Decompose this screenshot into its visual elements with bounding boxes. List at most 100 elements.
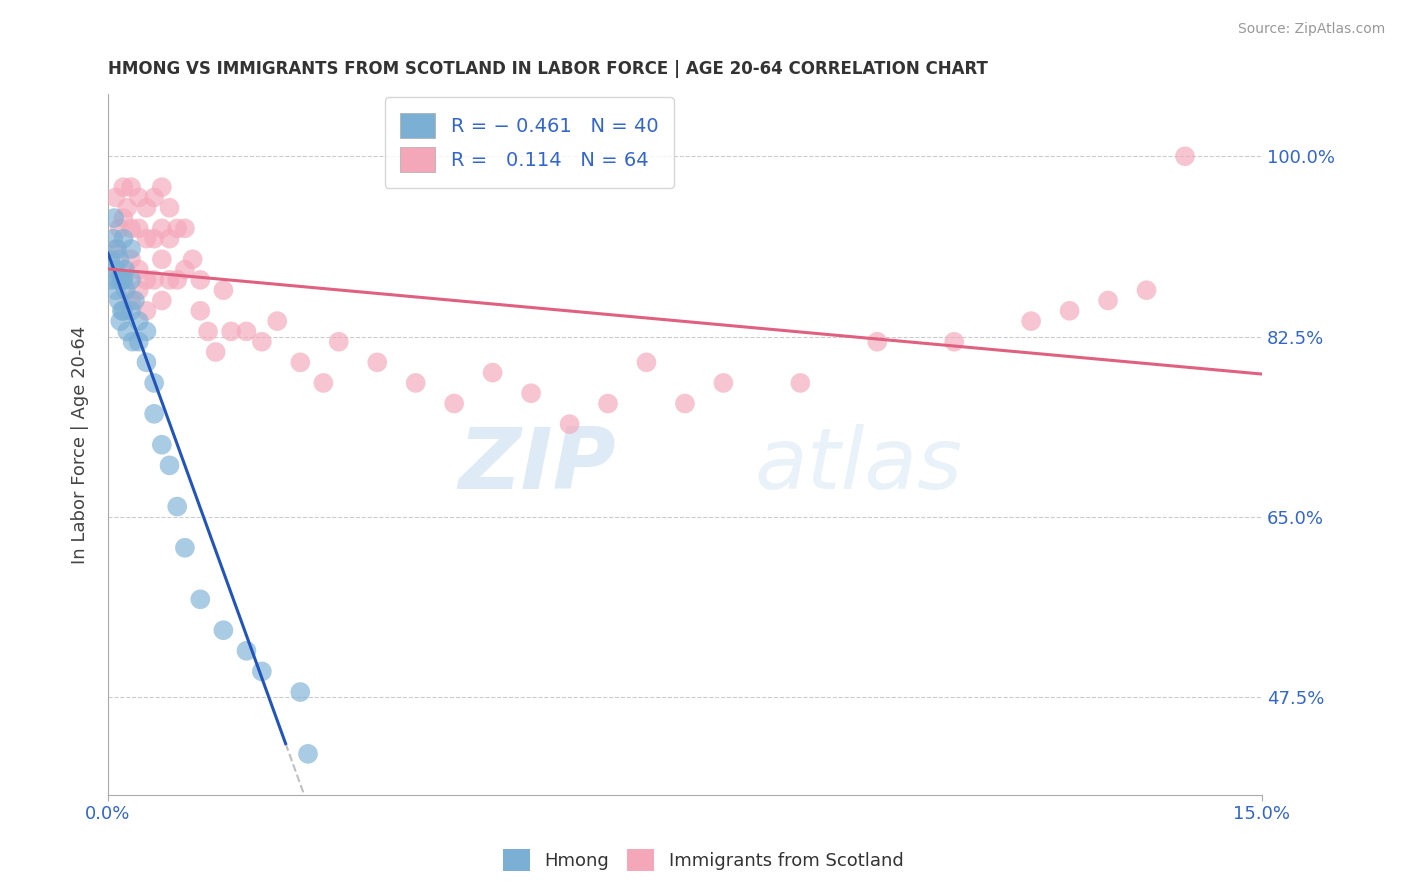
Point xyxy=(135,303,157,318)
Point xyxy=(143,190,166,204)
Point xyxy=(135,325,157,339)
Point xyxy=(128,190,150,204)
Point xyxy=(108,221,131,235)
Point xyxy=(188,273,211,287)
Point xyxy=(120,273,142,287)
Point xyxy=(135,273,157,287)
Point xyxy=(103,211,125,225)
Point xyxy=(481,366,503,380)
Point xyxy=(188,592,211,607)
Point xyxy=(159,273,181,287)
Point xyxy=(112,273,135,287)
Point xyxy=(112,211,135,225)
Point xyxy=(114,283,136,297)
Point xyxy=(143,273,166,287)
Text: HMONG VS IMMIGRANTS FROM SCOTLAND IN LABOR FORCE | AGE 20-64 CORRELATION CHART: HMONG VS IMMIGRANTS FROM SCOTLAND IN LAB… xyxy=(108,60,988,78)
Point xyxy=(219,325,242,339)
Point xyxy=(159,458,181,473)
Point xyxy=(104,283,127,297)
Point xyxy=(250,665,273,679)
Legend: Hmong, Immigrants from Scotland: Hmong, Immigrants from Scotland xyxy=(495,842,911,879)
Point xyxy=(1174,149,1197,163)
Point xyxy=(120,293,142,308)
Point xyxy=(120,221,142,235)
Point xyxy=(104,242,127,256)
Point xyxy=(943,334,966,349)
Text: atlas: atlas xyxy=(754,425,962,508)
Point xyxy=(120,242,142,256)
Point xyxy=(1019,314,1042,328)
Point xyxy=(312,376,335,390)
Point xyxy=(112,273,135,287)
Point xyxy=(107,293,129,308)
Point xyxy=(112,180,135,194)
Point xyxy=(266,314,288,328)
Point xyxy=(1135,283,1157,297)
Point xyxy=(135,232,157,246)
Point xyxy=(443,396,465,410)
Point xyxy=(174,221,197,235)
Point xyxy=(143,376,166,390)
Point xyxy=(405,376,427,390)
Point xyxy=(124,293,146,308)
Point xyxy=(166,273,188,287)
Point xyxy=(120,252,142,267)
Point xyxy=(290,685,312,699)
Point xyxy=(366,355,388,369)
Point xyxy=(128,262,150,277)
Point xyxy=(115,325,138,339)
Point xyxy=(135,201,157,215)
Point xyxy=(110,273,132,287)
Point xyxy=(114,262,136,277)
Point xyxy=(128,283,150,297)
Point xyxy=(636,355,658,369)
Point xyxy=(120,303,142,318)
Point xyxy=(150,438,173,452)
Point xyxy=(128,314,150,328)
Point xyxy=(297,747,319,761)
Point xyxy=(204,345,226,359)
Point xyxy=(150,180,173,194)
Point xyxy=(150,293,173,308)
Point xyxy=(150,221,173,235)
Point xyxy=(98,252,121,267)
Point xyxy=(212,624,235,638)
Point xyxy=(121,334,143,349)
Point xyxy=(673,396,696,410)
Point xyxy=(103,232,125,246)
Point xyxy=(212,283,235,297)
Point xyxy=(1097,293,1119,308)
Point xyxy=(166,500,188,514)
Point xyxy=(128,334,150,349)
Point xyxy=(104,262,127,277)
Point xyxy=(250,334,273,349)
Point xyxy=(866,334,889,349)
Text: Source: ZipAtlas.com: Source: ZipAtlas.com xyxy=(1237,22,1385,37)
Point xyxy=(328,334,350,349)
Point xyxy=(235,644,257,658)
Point xyxy=(107,273,129,287)
Point xyxy=(290,355,312,369)
Text: ZIP: ZIP xyxy=(458,425,616,508)
Point xyxy=(713,376,735,390)
Point xyxy=(520,386,543,401)
Point xyxy=(558,417,581,431)
Point xyxy=(1059,303,1081,318)
Point xyxy=(789,376,811,390)
Point xyxy=(159,201,181,215)
Point xyxy=(112,232,135,246)
Legend: R = − 0.461   N = 40, R =   0.114   N = 64: R = − 0.461 N = 40, R = 0.114 N = 64 xyxy=(384,97,673,188)
Point xyxy=(110,314,132,328)
Point xyxy=(115,201,138,215)
Point xyxy=(111,303,134,318)
Point xyxy=(104,190,127,204)
Point xyxy=(159,232,181,246)
Point xyxy=(174,541,197,555)
Point xyxy=(188,303,211,318)
Point xyxy=(181,252,204,267)
Point xyxy=(135,355,157,369)
Point xyxy=(101,273,124,287)
Y-axis label: In Labor Force | Age 20-64: In Labor Force | Age 20-64 xyxy=(72,326,89,564)
Point xyxy=(596,396,619,410)
Point xyxy=(143,232,166,246)
